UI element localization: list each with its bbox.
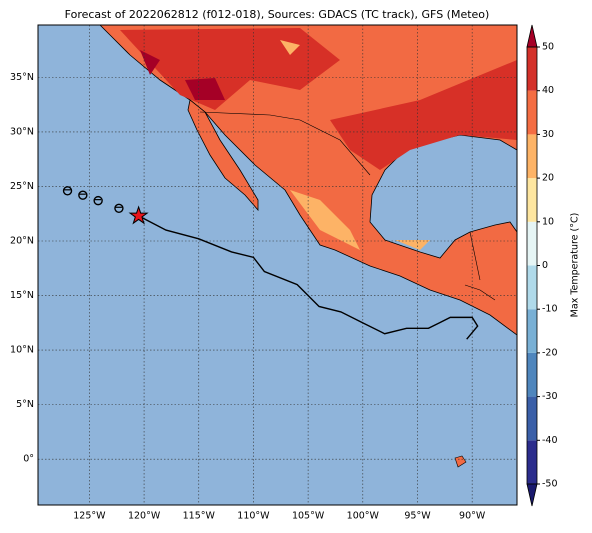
x-tick-label: 120°W (128, 511, 161, 522)
colorbar-tick-label: -10 (542, 304, 558, 315)
y-tick-label: 20°N (10, 236, 34, 247)
x-tick-label: 125°W (73, 511, 106, 522)
forecast-point (93, 195, 103, 206)
y-tick-label: 25°N (10, 181, 34, 192)
x-tick-label: 100°W (347, 511, 380, 522)
colorbar-tick-label: -50 (542, 479, 558, 490)
colorbar-band (527, 309, 537, 353)
colorbar-tick-label: 10 (542, 216, 554, 227)
colorbar-extend (526, 483, 538, 507)
y-tick-label: 5°N (16, 399, 34, 410)
x-tick-label: 105°W (292, 511, 325, 522)
y-tick-label: 30°N (10, 126, 34, 137)
forecast-point (62, 186, 73, 196)
current-position (128, 205, 149, 225)
colorbar-tick-label: 50 (542, 42, 554, 53)
x-tick-label: 90°W (459, 511, 486, 522)
colorbar-tick-label: 0 (542, 260, 548, 271)
y-tick-label: 10°N (10, 345, 34, 356)
tc-track (138, 215, 479, 340)
colorbar-band (527, 396, 537, 441)
map-frame (37, 24, 518, 506)
colorbar-band (527, 134, 537, 179)
y-tick-label: 0° (23, 454, 34, 465)
x-tick-label: 95°W (404, 511, 431, 522)
colorbar-tick-label: 30 (542, 129, 554, 140)
colorbar-band (527, 47, 537, 91)
colorbar-band (527, 221, 537, 266)
y-tick-label: 15°N (10, 290, 34, 301)
colorbar-band (527, 352, 537, 397)
forecast-point (78, 190, 88, 200)
y-tick-label: 35°N (10, 72, 34, 83)
colorbar-tick-label: -40 (542, 435, 558, 446)
colorbar-tick-label: 20 (542, 173, 554, 184)
colorbar-tick-label: -20 (542, 347, 558, 358)
x-tick-label: 115°W (183, 511, 216, 522)
colorbar-band (527, 265, 537, 310)
colorbar-label: Max Temperature (°C) (570, 213, 581, 318)
colorbar-band (527, 440, 537, 484)
forecast-point (114, 203, 124, 213)
colorbar-band (527, 178, 537, 222)
chart-title: Forecast of 2022062812 (f012-018), Sourc… (65, 8, 490, 21)
colorbar-extend (526, 24, 538, 48)
colorbar-tick-label: -30 (542, 391, 558, 402)
colorbar-band (527, 90, 537, 135)
x-tick-label: 110°W (237, 511, 270, 522)
colorbar-tick-label: 40 (542, 85, 554, 96)
